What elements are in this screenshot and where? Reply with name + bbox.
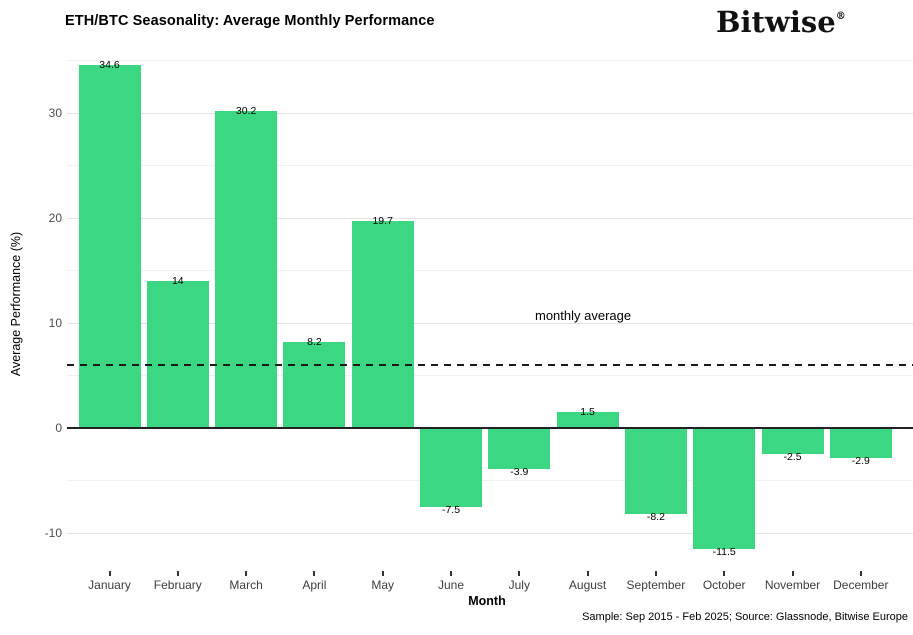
y-axis-title: Average Performance (%) (9, 231, 23, 377)
y-axis-label-20: 20 (48, 211, 62, 225)
x-axis-title: Month (468, 594, 506, 608)
x-tick-october (723, 571, 726, 576)
value-label-february: 14 (171, 275, 184, 287)
source-note: Sample: Sep 2015 - Feb 2025; Source: Gla… (582, 611, 908, 623)
value-label-march: 30.2 (235, 104, 257, 117)
value-label-may: 19.7 (372, 215, 393, 228)
x-tick-december (859, 571, 862, 576)
value-label-november: -2.5 (783, 451, 802, 464)
gridline-minor-35 (67, 60, 913, 61)
bar-november (761, 428, 824, 455)
x-tick-february (176, 571, 179, 576)
bar-july (488, 428, 551, 469)
registered-trademark-icon: ® (835, 11, 846, 22)
x-axis-label-december: December (833, 578, 889, 592)
bitwise-logo: Bitwise® (716, 5, 846, 39)
y-axis-label-30: 30 (48, 106, 62, 120)
gridline-major-20 (67, 217, 913, 219)
gridline-major--10 (67, 532, 913, 534)
value-label-july: -3.9 (510, 465, 529, 478)
x-tick-march (245, 571, 248, 576)
x-tick-august (586, 571, 589, 576)
gridline-minor-15 (67, 270, 913, 271)
value-label-april: 8.2 (307, 335, 322, 348)
y-axis-label-10: 10 (48, 316, 62, 330)
x-axis-label-february: February (153, 578, 202, 592)
gridline-minor-25 (67, 165, 913, 166)
x-axis-label-september: September (626, 578, 686, 592)
x-axis-label-may: May (371, 578, 395, 592)
x-axis-label-june: June (437, 578, 465, 592)
x-tick-september (654, 571, 657, 576)
value-label-june: -7.5 (441, 503, 461, 516)
bar-october (693, 428, 756, 549)
x-tick-may (381, 571, 384, 576)
gridline-major-30 (67, 112, 913, 114)
x-axis-label-april: April (302, 578, 327, 592)
x-tick-november (791, 571, 794, 576)
value-label-september: -8.2 (646, 511, 665, 524)
x-tick-april (313, 571, 316, 576)
x-axis-label-july: July (508, 578, 530, 592)
x-tick-january (108, 571, 111, 576)
zero-axis-line (67, 427, 913, 429)
value-label-october: -11.5 (712, 545, 736, 558)
bar-september (624, 428, 687, 515)
bar-january (78, 64, 141, 428)
gridline-minor-5 (67, 375, 913, 376)
y-axis-label--10: -10 (44, 526, 62, 540)
bar-may (351, 221, 414, 428)
gridline-major-10 (67, 322, 913, 324)
x-tick-july (518, 571, 521, 576)
chart-title: ETH/BTC Seasonality: Average Monthly Per… (65, 13, 435, 29)
y-axis-label-0: 0 (55, 421, 62, 435)
bar-august (556, 412, 619, 428)
x-axis-label-november: November (764, 578, 821, 592)
value-label-august: 1.5 (580, 406, 595, 419)
bar-december (829, 428, 892, 459)
average-dashed-line (67, 364, 913, 367)
x-tick-june (450, 571, 452, 576)
x-axis-label-january: January (88, 578, 131, 592)
gridline-minor--5 (67, 480, 913, 481)
x-axis-label-august: August (568, 578, 607, 592)
bar-june (420, 428, 482, 507)
value-label-january: 34.6 (99, 58, 120, 71)
average-line-annotation: monthly average (535, 308, 632, 323)
value-label-december: -2.9 (851, 455, 870, 468)
bitwise-logo-text: Bitwise (716, 5, 836, 39)
x-axis-label-march: March (229, 578, 263, 592)
bar-february (146, 281, 209, 428)
bar-march (215, 110, 278, 428)
bar-april (283, 341, 346, 428)
x-axis-label-october: October (702, 578, 746, 592)
